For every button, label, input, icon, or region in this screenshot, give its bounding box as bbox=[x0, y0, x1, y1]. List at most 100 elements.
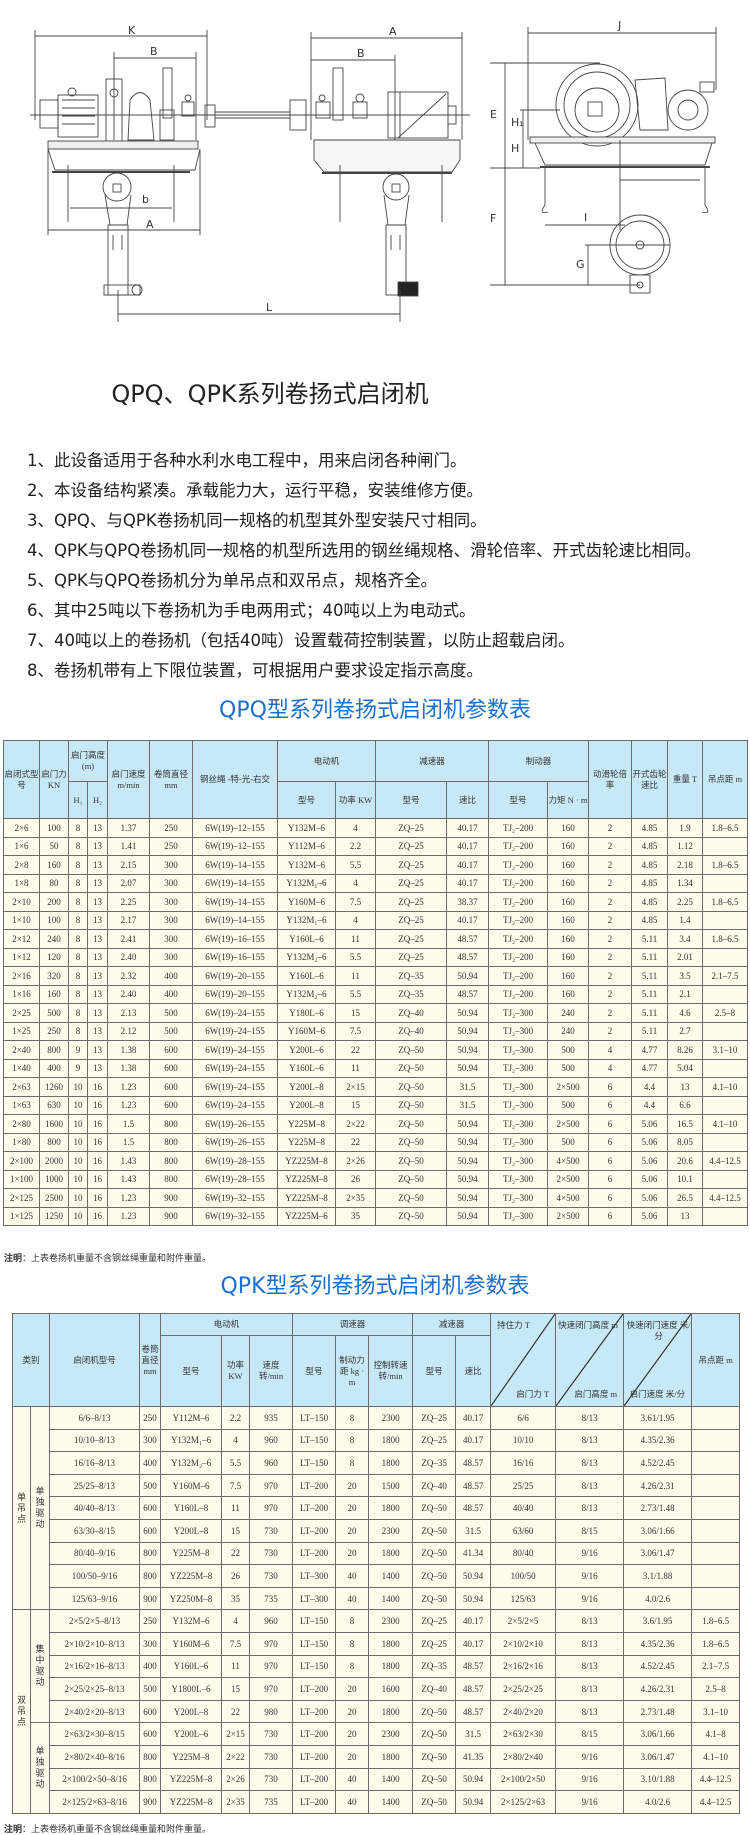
table-cell: TJ₂–300 bbox=[488, 1077, 549, 1097]
table-cell: ZQ–50 bbox=[412, 1744, 457, 1769]
table-cell: ZQ–40 bbox=[375, 1003, 448, 1023]
table-row: 40/40–8/13 600 Y160L–8 11 970 LT–200 20 1800 ZQ–… bbox=[13, 1496, 741, 1520]
table-row: 2×63 1260 10 16 1.23 600 6W(19)–24–155 Y200L–8 2… bbox=[3, 1077, 749, 1097]
table-cell: 800 bbox=[149, 1114, 193, 1134]
table-row: 2×6 100 8 13 1.37 250 6W(19)–12–155 Y132M–6 4 ZQ–… bbox=[3, 818, 749, 838]
table-cell: 13 bbox=[87, 929, 108, 949]
table-cell: 15 bbox=[334, 1003, 377, 1023]
table-cell: 20.6 bbox=[667, 1151, 704, 1171]
qpk-note: 注明：上表卷扬机重量不含钢丝绳重量和附件重量。 bbox=[4, 1822, 211, 1835]
table-cell: 2×100/2×50 bbox=[490, 1767, 557, 1792]
table-cell: 1800 bbox=[368, 1631, 414, 1656]
table-cell: 2×25/2×25–8/13 bbox=[49, 1677, 141, 1701]
table-cell: 500 bbox=[39, 1003, 69, 1023]
table-cell: 31.5 bbox=[455, 1722, 492, 1746]
table-cell: 120 bbox=[39, 947, 69, 967]
table-cell: 970 bbox=[249, 1677, 294, 1701]
table-cell: Y132M₂–6 bbox=[160, 1451, 223, 1475]
table-cell: 3.1–10 bbox=[702, 1040, 749, 1060]
table-row: 63/30–8/15 600 Y200L–8 15 730 LT–200 20 2300 ZQ–… bbox=[13, 1518, 741, 1543]
dim-label-b-small: b bbox=[142, 193, 149, 206]
table-cell: ZQ–35 bbox=[412, 1451, 457, 1475]
table-cell: 400 bbox=[149, 966, 193, 986]
header-reducer-ratio: 速比 bbox=[446, 781, 490, 819]
table-cell: ZQ–25 bbox=[375, 910, 448, 930]
table-cell: LT–150 bbox=[292, 1406, 337, 1430]
table-cell: TJ₂–200 bbox=[488, 966, 549, 986]
table-row: 2×125/2×63–8/16 900 YZ225M–8 2×35 735 LT–200 4… bbox=[13, 1790, 741, 1814]
table-cell: 2.07 bbox=[107, 873, 150, 893]
table-cell: 4.85 bbox=[631, 873, 669, 893]
table-cell: 50.94 bbox=[446, 1058, 490, 1078]
table-cell: 2×500 bbox=[547, 1114, 590, 1134]
table-cell: 1400 bbox=[368, 1790, 414, 1814]
table-row: 单吊点 单独驱动 6/6–8/13 250 Y112M–6 2.2 935 LT–150 8 23… bbox=[12, 1405, 741, 1611]
table-cell: 1.23 bbox=[107, 1077, 150, 1097]
qpq-table-title: QPQ型系列卷扬式启闭机参数表 bbox=[219, 698, 531, 723]
table-cell: 7.5 bbox=[221, 1631, 251, 1656]
table-cell: 5.06 bbox=[631, 1151, 669, 1171]
table-cell: 4 bbox=[221, 1609, 251, 1633]
table-cell: 13 bbox=[87, 910, 108, 930]
table-cell: 500 bbox=[547, 1058, 590, 1078]
table-cell: 3.4 bbox=[667, 929, 704, 949]
table-cell: 6 bbox=[588, 1114, 633, 1134]
table-cell: 4.85 bbox=[631, 910, 669, 930]
table-cell: 10 bbox=[68, 1151, 88, 1171]
table-cell: 2×6 bbox=[3, 818, 40, 838]
table-cell: 240 bbox=[547, 1003, 590, 1023]
table-cell: 800 bbox=[39, 1040, 69, 1060]
table-cell: ZQ–35 bbox=[375, 966, 448, 986]
table-cell bbox=[691, 1496, 741, 1520]
table-cell: 100/50–9/16 bbox=[49, 1564, 141, 1588]
middle-winch-view bbox=[117, 32, 463, 322]
table-row: 1×80 800 10 16 1.5 800 6W(19)–26–155 Y225M–8 22 Z… bbox=[3, 1132, 749, 1152]
table-cell: 40.17 bbox=[455, 1406, 492, 1430]
table-row: 1×6 50 8 13 1.41 250 6W(19)–12–155 Y112M–6 2.2 ZQ… bbox=[3, 836, 749, 856]
header-reducer: 减速器 bbox=[375, 740, 490, 782]
table-cell: 6 bbox=[588, 1151, 633, 1171]
table-cell: 2.41 bbox=[107, 929, 150, 949]
table-cell: 2.40 bbox=[107, 947, 150, 967]
table-cell: 1×80 bbox=[3, 1132, 40, 1152]
header-fast-height: 快速闭门高度 m 启门高度 m bbox=[555, 1313, 625, 1407]
table-cell: Y200L–8 bbox=[160, 1699, 223, 1724]
table-cell: 2000 bbox=[39, 1151, 69, 1171]
table-cell: ZQ–50 bbox=[412, 1722, 457, 1746]
table-cell: 6W(19)–14–155 bbox=[192, 910, 278, 930]
dim-label-b: B bbox=[150, 45, 158, 58]
table-cell: 2×80 bbox=[3, 1114, 40, 1134]
table-cell: 8/13 bbox=[555, 1631, 625, 1656]
table-cell: 5.06 bbox=[631, 1188, 669, 1208]
table-cell: 8 bbox=[335, 1631, 370, 1656]
table-cell: 630 bbox=[39, 1095, 69, 1115]
fast-speed-bottom: 启门速度 米/分 bbox=[629, 1389, 686, 1399]
table-cell: Y200L–6 bbox=[277, 1040, 336, 1060]
table-cell: 1000 bbox=[39, 1169, 69, 1189]
qpk-table-title: QPK型系列卷扬式启闭机参数表 bbox=[220, 1274, 530, 1299]
table-cell: 2×100 bbox=[3, 1151, 40, 1171]
table-cell: 8/13 bbox=[555, 1699, 625, 1724]
table-cell bbox=[702, 1095, 749, 1115]
table-cell: 1400 bbox=[368, 1767, 414, 1792]
table-cell: 2×16/2×16 bbox=[490, 1654, 557, 1679]
table-cell: 8/13 bbox=[555, 1451, 625, 1475]
table-row: 1×40 400 9 13 1.38 600 6W(19)–24–155 Y160L–6 11 Z… bbox=[3, 1058, 749, 1078]
table-cell: 6 bbox=[588, 1206, 633, 1226]
table-cell: ZQ–50 bbox=[375, 1151, 448, 1171]
table-cell: 6W(19)–28–155 bbox=[192, 1169, 278, 1189]
table-cell: 4.1–10 bbox=[702, 1114, 749, 1134]
table-cell: 1×40 bbox=[3, 1058, 40, 1078]
table-cell bbox=[691, 1451, 741, 1475]
table-cell: 9 bbox=[68, 1058, 88, 1078]
table-cell: 8 bbox=[68, 855, 88, 875]
page-title: QPQ、QPK系列卷扬式启闭机 bbox=[111, 380, 429, 408]
table-cell: 1.23 bbox=[107, 1095, 150, 1115]
table-cell: 5.5 bbox=[334, 947, 377, 967]
qpq-table-body: 2×6 100 8 13 1.37 250 6W(19)–12–155 Y132M–6 4 ZQ–… bbox=[3, 818, 749, 1226]
table-cell: 6W(19)–12–155 bbox=[192, 818, 278, 838]
table-cell: 1.8–6.5 bbox=[702, 892, 749, 912]
table-cell: 22 bbox=[334, 1132, 377, 1152]
table-cell: 16 bbox=[87, 1188, 108, 1208]
table-cell: 26 bbox=[334, 1169, 377, 1189]
